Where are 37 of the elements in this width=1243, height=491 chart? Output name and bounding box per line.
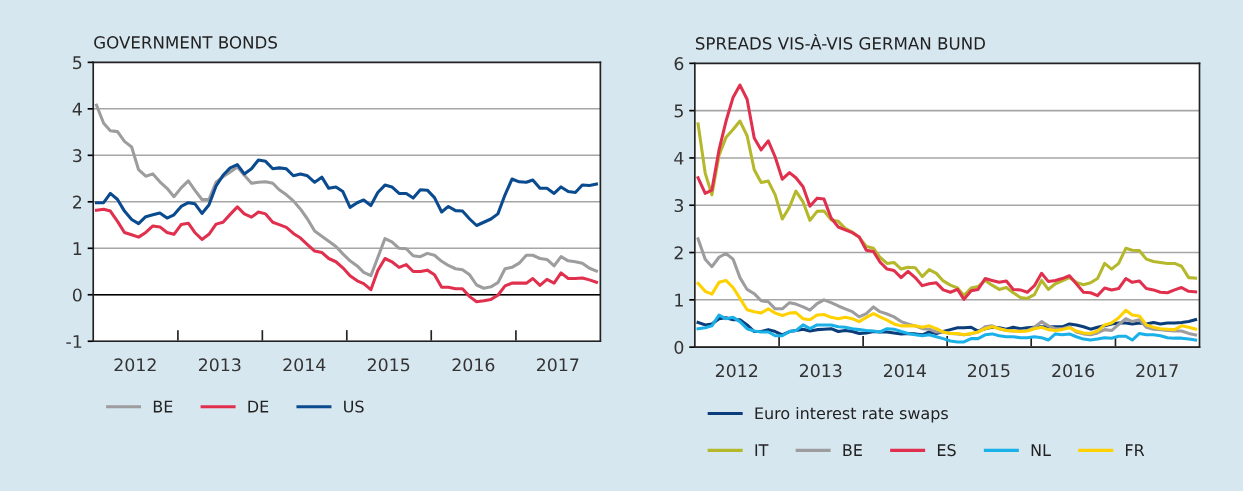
y-tick-label: 3: [674, 198, 684, 213]
x-tick-label: 2016: [1052, 364, 1095, 378]
legend-label: US: [344, 400, 364, 413]
y-tick-label: 1: [675, 293, 683, 307]
y-tick-label: 0: [72, 288, 82, 302]
x-tick-label: 2012: [715, 364, 758, 378]
y-tick-label: 4: [674, 151, 684, 165]
legend-label: Euro interest rate swaps: [755, 406, 948, 423]
x-tick-label: 2017: [536, 358, 579, 372]
legend-label: BE: [153, 400, 173, 413]
legend-label: NL: [1031, 444, 1051, 456]
x-tick-label: 2013: [198, 358, 241, 372]
x-tick-label: 2013: [799, 364, 842, 378]
y-tick-label: 6: [674, 57, 684, 71]
x-tick-label: 2014: [883, 364, 926, 378]
x-tick-label: 2015: [968, 364, 1010, 378]
x-tick-label: 2017: [1136, 364, 1178, 378]
x-tick-label: 2016: [452, 358, 495, 372]
x-tick-label: 2014: [283, 358, 326, 372]
y-tick-label: 2: [73, 195, 82, 209]
legend-label: BE: [843, 444, 862, 456]
x-tick-label: 2015: [367, 358, 410, 372]
chart-title: GOVERNMENT BONDS: [94, 36, 278, 49]
y-tick-label: 4: [72, 102, 82, 116]
y-tick-label: 5: [73, 56, 82, 70]
y-tick-label: 0: [674, 340, 684, 354]
y-tick-label: 2: [674, 246, 683, 260]
x-tick-label: 2012: [114, 358, 156, 372]
legend-label: FR: [1125, 444, 1145, 456]
y-tick-label: 1: [73, 242, 82, 255]
y-tick-label: -1: [66, 335, 82, 348]
chart-title: SPREADS VIS-À-VIS GERMAN BUND: [695, 34, 985, 50]
y-tick-label: 5: [674, 104, 683, 118]
y-tick-label: 3: [73, 149, 82, 163]
legend-label: DE: [248, 400, 269, 413]
legend-label: IT: [755, 444, 769, 456]
legend-label: ES: [937, 444, 956, 457]
